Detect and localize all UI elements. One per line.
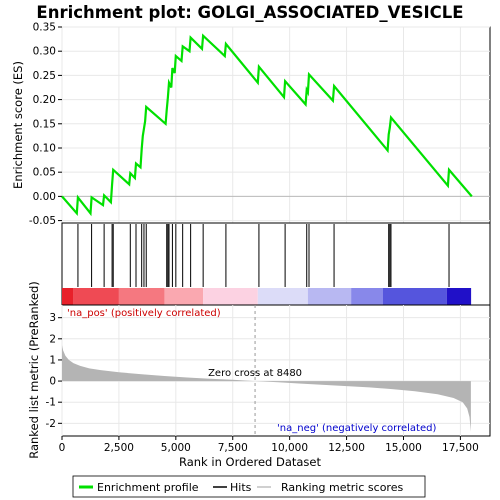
metric-panel: -2 -1 0 1 2 3 Zero cross at 8480 'na_pos' (po… — [27, 281, 491, 459]
legend-frame — [72, 475, 426, 498]
metric-panel-frame — [61, 304, 491, 437]
colorbar-segment — [383, 288, 447, 305]
enrichment-profile-line — [61, 33, 473, 217]
colorbar-segment — [351, 288, 383, 305]
x-tick-label: 10,000 — [271, 442, 308, 454]
x-axis: 0 2,500 5,000 7,500 10,000 12,500 15,000 17,500 — [59, 436, 479, 454]
metric-y-axis: -2 -1 0 1 2 3 — [46, 312, 62, 430]
es-y-tick-label: 0.05 — [33, 167, 56, 179]
colorbar-segment — [257, 288, 308, 305]
colorbar-segment — [203, 288, 258, 305]
es-y-axis-label: Enrichment score (ES) — [11, 61, 25, 189]
ranking-metric-area — [62, 345, 471, 432]
zero-cross-label: Zero cross at 8480 — [208, 368, 302, 379]
legend-hits-label: Hits — [230, 481, 252, 494]
x-tick-label: 15,000 — [385, 442, 422, 454]
es-y-tick-label: 0.30 — [33, 46, 56, 58]
hit-markers — [61, 224, 450, 287]
colorbar-segment — [446, 288, 472, 305]
metric-y-tick-label: -2 — [46, 418, 56, 430]
chart-title: Enrichment plot: GOLGI_ASSOCIATED_VESICL… — [36, 3, 463, 22]
es-y-tick-label: 0.25 — [33, 70, 56, 82]
es-y-tick-label: 0.15 — [33, 118, 56, 130]
negative-correlation-label: 'na_neg' (negatively correlated) — [277, 423, 436, 434]
colorbar-segment — [62, 288, 74, 305]
x-tick-label: 7,500 — [218, 442, 248, 454]
es-y-tick-label: -0.05 — [29, 215, 56, 227]
x-tick-label: 12,500 — [328, 442, 365, 454]
x-tick-label: 0 — [59, 442, 66, 454]
colorbar-segment — [73, 288, 119, 305]
metric-y-axis-label: Ranked list metric (PreRanked) — [27, 281, 41, 459]
es-y-tick-label: 0.35 — [33, 22, 56, 34]
es-y-axis: -0.05 0.00 0.05 0.10 0.15 0.20 0.25 0.30 0.35 — [29, 22, 62, 227]
es-y-tick-label: 0.20 — [33, 94, 56, 106]
es-panel: -0.05 0.00 0.05 0.10 0.15 0.20 0.25 0.30 0.35 En… — [11, 22, 491, 227]
metric-y-tick-label: -1 — [46, 397, 56, 409]
rank-colorbar — [62, 288, 472, 305]
metric-y-tick-label: 1 — [49, 354, 56, 366]
colorbar-segment — [307, 288, 352, 305]
hits-panel — [61, 222, 491, 306]
legend: Enrichment profile Hits Ranking metric s… — [72, 475, 426, 498]
positive-correlation-label: 'na_pos' (positively correlated) — [67, 308, 221, 319]
legend-enrichment-profile-label: Enrichment profile — [97, 481, 199, 494]
metric-y-tick-label: 3 — [49, 312, 56, 324]
colorbar-segment — [164, 288, 204, 305]
es-panel-frame — [61, 26, 491, 224]
x-tick-label: 2,500 — [104, 442, 134, 454]
es-y-tick-label: 0.10 — [33, 142, 56, 154]
metric-y-tick-label: 0 — [49, 376, 56, 388]
legend-ranking-metric-label: Ranking metric scores — [281, 481, 403, 494]
x-axis-label: Rank in Ordered Dataset — [179, 455, 322, 469]
x-tick-label: 5,000 — [161, 442, 191, 454]
es-y-tick-label: 0.00 — [33, 191, 56, 203]
metric-gridlines — [61, 305, 490, 436]
metric-y-tick-label: 2 — [49, 333, 56, 345]
x-tick-label: 17,500 — [442, 442, 479, 454]
colorbar-segment — [118, 288, 165, 305]
